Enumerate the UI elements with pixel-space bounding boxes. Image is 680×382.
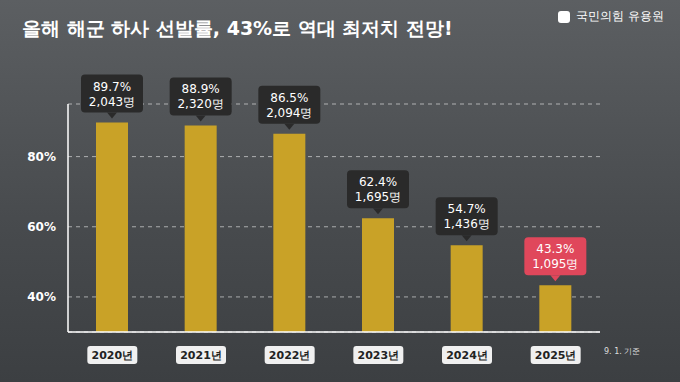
svg-text:2024년: 2024년 <box>446 349 488 362</box>
svg-text:54.7%: 54.7% <box>448 202 486 216</box>
svg-text:1,695명: 1,695명 <box>355 190 401 204</box>
svg-text:43.3%: 43.3% <box>536 242 574 256</box>
svg-text:2023년: 2023년 <box>358 349 400 362</box>
svg-text:2,094명: 2,094명 <box>266 106 312 120</box>
svg-text:2021년: 2021년 <box>180 349 222 362</box>
svg-text:89.7%: 89.7% <box>93 80 131 94</box>
html-text:9. 1. 기준: 9. 1. 기준 <box>604 347 641 356</box>
svg-text:2025년: 2025년 <box>535 349 577 362</box>
svg-text:1,436명: 1,436명 <box>443 217 489 231</box>
svg-text:86.5%: 86.5% <box>270 91 308 105</box>
svg-text:62.4%: 62.4% <box>359 175 397 189</box>
svg-text:2,320명: 2,320명 <box>177 97 223 111</box>
svg-text:1,095명: 1,095명 <box>532 257 578 271</box>
svg-text:2022년: 2022년 <box>269 349 311 362</box>
html-text:국민의힘 유용원: 국민의힘 유용원 <box>576 9 664 23</box>
html-text:올해 해군 하사 선발률, 43%로 역대 최저치 전망!: 올해 해군 하사 선발률, 43%로 역대 최저치 전망! <box>22 17 453 39</box>
svg-text:88.9%: 88.9% <box>182 82 220 96</box>
svg-text:80%: 80% <box>27 150 56 164</box>
svg-text:40%: 40% <box>27 290 56 304</box>
svg-text:2020년: 2020년 <box>92 349 134 362</box>
svg-text:60%: 60% <box>27 220 56 234</box>
svg-text:2,043명: 2,043명 <box>89 95 135 109</box>
